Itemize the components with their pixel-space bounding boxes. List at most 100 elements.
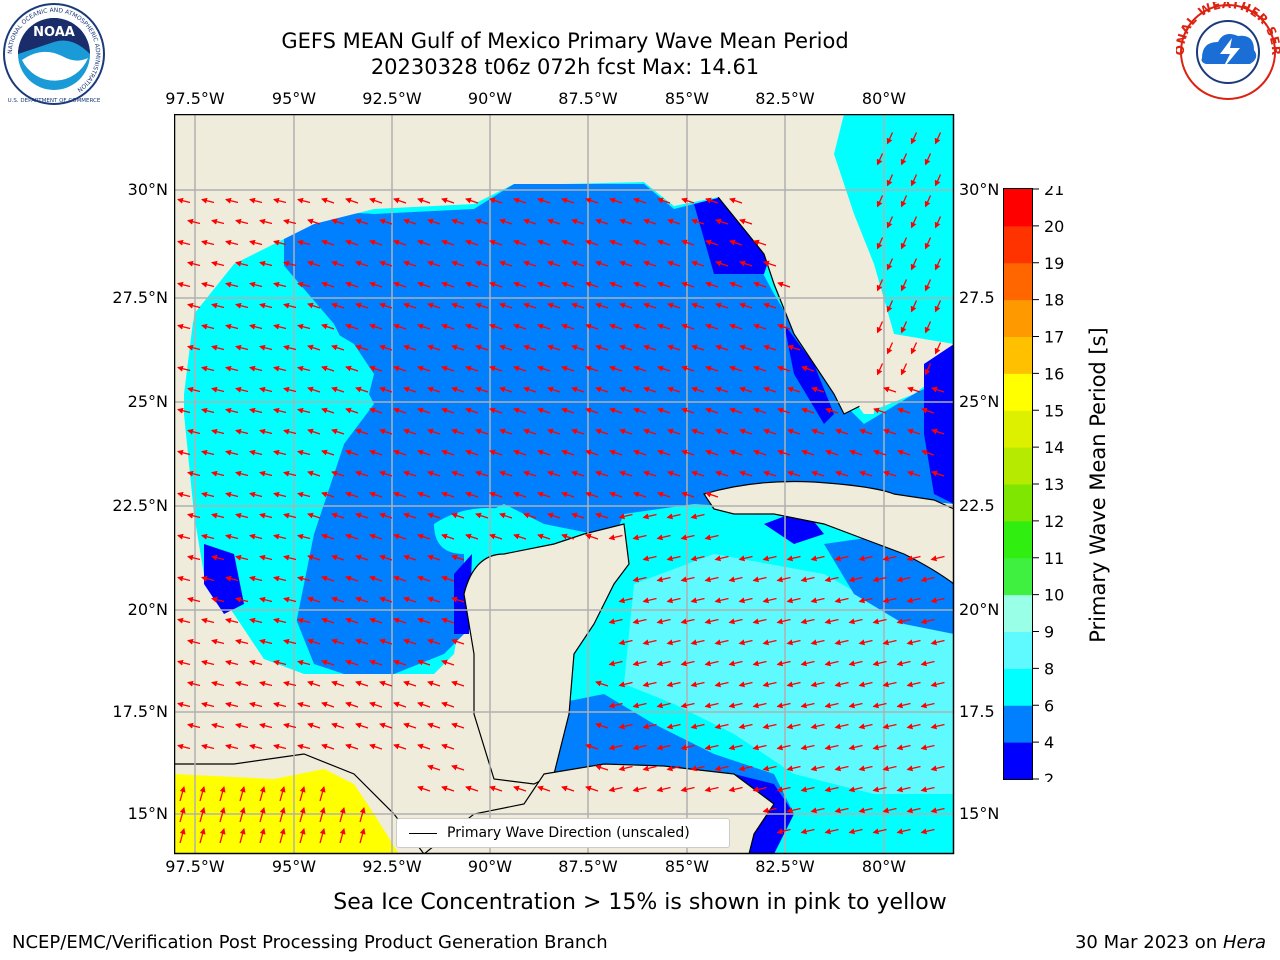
wave-direction-arrow <box>211 344 225 351</box>
wave-direction-arrow <box>561 281 575 288</box>
wave-direction-arrow <box>930 807 945 814</box>
wave-direction-arrow <box>239 786 246 802</box>
wave-direction-arrow <box>715 302 729 309</box>
wave-direction-arrow <box>882 765 897 772</box>
wave-direction-arrow <box>355 344 369 351</box>
wave-direction-arrow <box>297 197 311 204</box>
wave-direction-arrow <box>739 218 753 225</box>
wave-direction-arrow <box>920 702 935 709</box>
wave-direction-arrow <box>339 807 346 823</box>
wave-direction-arrow <box>427 260 441 267</box>
wave-direction-arrow <box>187 470 201 477</box>
lat-tick-label-right: 15°N <box>959 804 1000 823</box>
wave-direction-arrow <box>355 722 369 729</box>
wave-direction-arrow <box>801 449 815 456</box>
wave-direction-arrow <box>369 281 383 288</box>
wave-direction-arrow <box>451 512 465 519</box>
wave-direction-arrow <box>299 807 306 823</box>
wave-direction-arrow <box>729 449 743 456</box>
wave-direction-arrow <box>681 323 695 330</box>
wave-direction-arrow <box>690 681 705 688</box>
lon-tick-label-top: 80°W <box>861 89 907 108</box>
wave-direction-arrow <box>513 239 527 246</box>
wave-direction-arrow <box>872 786 887 793</box>
wave-direction-arrow <box>235 260 249 267</box>
wave-direction-arrow <box>211 554 225 561</box>
wave-direction-arrow <box>824 702 839 709</box>
wave-direction-arrow <box>609 365 623 372</box>
wave-direction-arrow <box>249 365 263 372</box>
wave-direction-arrow <box>403 386 417 393</box>
wave-direction-arrow <box>393 365 407 372</box>
wave-direction-arrow <box>393 701 407 708</box>
wave-direction-arrow <box>595 680 609 687</box>
wave-direction-arrow <box>273 659 287 666</box>
wave-direction-arrow <box>369 365 383 372</box>
lat-tick-label-left: 25°N <box>127 392 168 411</box>
colorbar-band <box>1004 557 1032 596</box>
wave-direction-arrow <box>776 702 791 709</box>
wave-direction-arrow <box>643 386 657 393</box>
wave-direction-arrow <box>691 218 705 225</box>
wave-direction-arrow <box>465 407 479 414</box>
wave-direction-arrow <box>547 512 561 519</box>
wave-direction-arrow <box>690 597 705 604</box>
wave-direction-arrow <box>907 470 921 477</box>
wave-direction-arrow <box>307 554 321 561</box>
wave-direction-arrow <box>643 218 657 225</box>
wave-direction-arrow <box>876 195 884 208</box>
wave-direction-arrow <box>810 639 825 646</box>
wave-direction-arrow <box>307 722 321 729</box>
wave-direction-arrow <box>547 302 561 309</box>
wave-direction-arrow <box>331 260 345 267</box>
wave-direction-arrow <box>211 428 225 435</box>
wave-direction-arrow <box>259 260 273 267</box>
wave-direction-arrow <box>177 533 191 540</box>
wave-direction-arrow <box>513 785 527 792</box>
svg-text:U.S. DEPARTMENT OF COMMERCE: U.S. DEPARTMENT OF COMMERCE <box>8 98 101 104</box>
wave-direction-arrow <box>924 237 932 250</box>
wave-direction-arrow <box>249 281 263 288</box>
wave-direction-arrow <box>897 407 911 414</box>
wave-direction-arrow <box>283 680 297 687</box>
wave-direction-arrow <box>801 407 815 414</box>
wave-direction-arrow <box>249 407 263 414</box>
wave-direction-arrow <box>451 302 465 309</box>
wave-direction-arrow <box>403 680 417 687</box>
wave-direction-arrow <box>403 302 417 309</box>
wave-direction-arrow <box>417 701 431 708</box>
wave-direction-arrow <box>249 659 263 666</box>
wave-direction-arrow <box>235 680 249 687</box>
wave-direction-arrow <box>643 428 657 435</box>
wave-direction-arrow <box>345 407 359 414</box>
wave-direction-arrow <box>307 260 321 267</box>
wave-direction-arrow <box>321 239 335 246</box>
wave-direction-arrow <box>858 723 873 730</box>
wave-direction-arrow <box>297 743 311 750</box>
wave-direction-arrow <box>906 681 921 688</box>
wave-direction-arrow <box>499 344 513 351</box>
lon-tick-label-bottom: 97.5°W <box>165 857 225 876</box>
wave-direction-arrow <box>355 554 369 561</box>
wave-direction-arrow <box>235 344 249 351</box>
wave-direction-arrow <box>475 260 489 267</box>
wave-direction-arrow <box>907 386 921 393</box>
wave-direction-arrow <box>876 153 884 166</box>
wave-direction-arrow <box>910 132 918 145</box>
lon-tick-label-top: 95°W <box>271 89 317 108</box>
wave-direction-arrow <box>441 785 455 792</box>
wave-direction-arrow <box>667 470 681 477</box>
wave-direction-arrow <box>177 701 191 708</box>
wave-direction-arrow <box>235 596 249 603</box>
wave-direction-arrow <box>632 576 647 583</box>
wave-direction-arrow <box>345 239 359 246</box>
wave-direction-arrow <box>259 554 273 561</box>
wave-direction-arrow <box>307 386 321 393</box>
wave-direction-arrow <box>657 491 671 498</box>
wave-direction-arrow <box>259 470 273 477</box>
wave-direction-arrow <box>896 660 911 667</box>
wave-direction-arrow <box>924 195 932 208</box>
colorbar-tick-label: 18 <box>1044 291 1064 310</box>
wave-direction-arrow <box>331 722 345 729</box>
wave-direction-arrow <box>931 470 945 477</box>
